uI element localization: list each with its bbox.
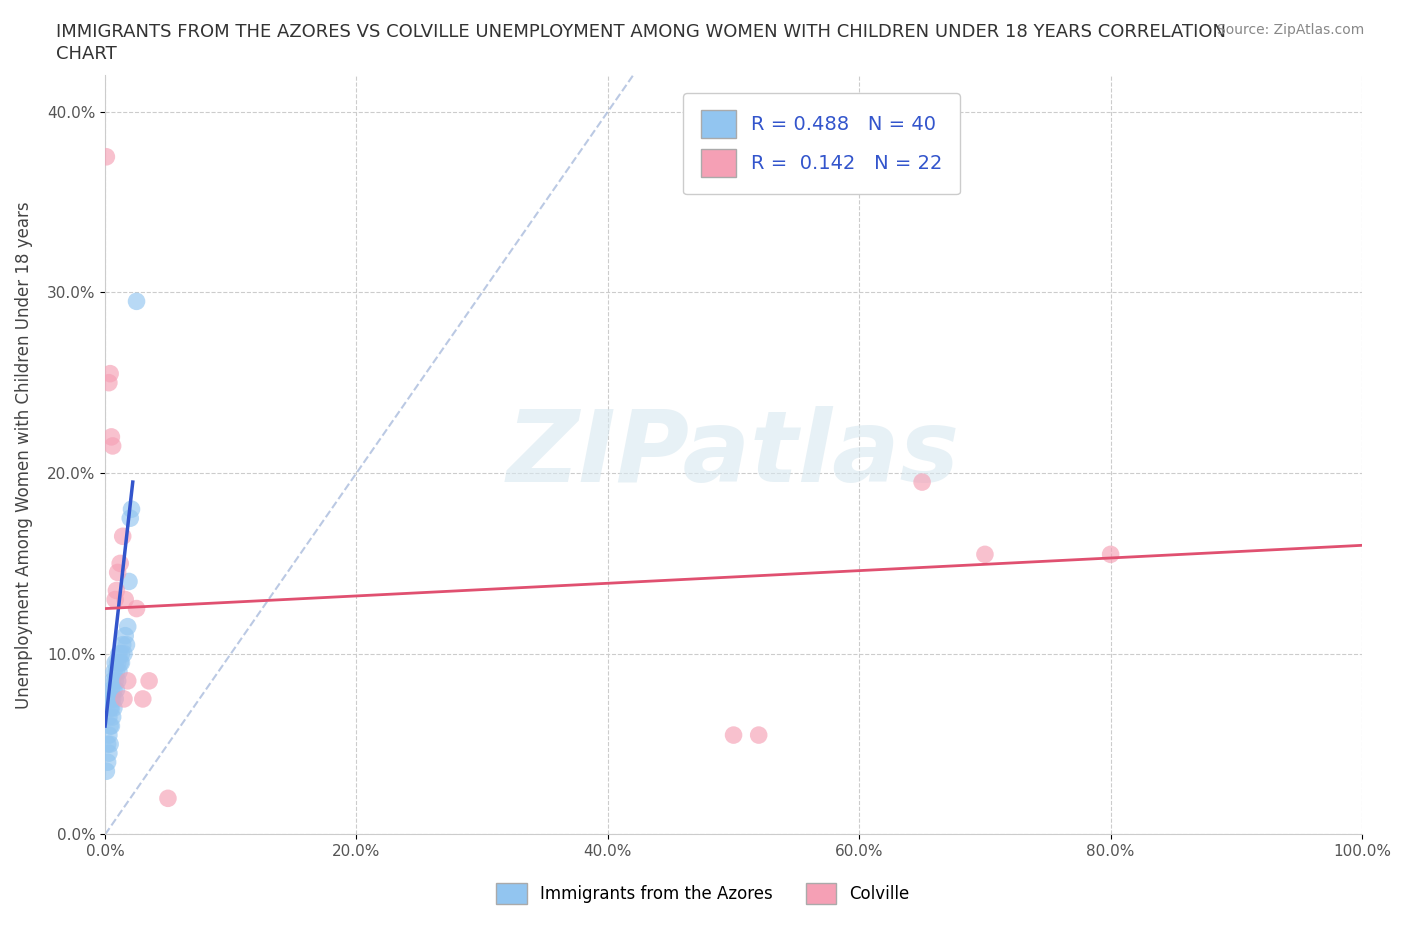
Point xyxy=(104,692,127,707)
Point xyxy=(156,790,179,805)
Text: IMMIGRANTS FROM THE AZORES VS COLVILLE UNEMPLOYMENT AMONG WOMEN WITH CHILDREN UN: IMMIGRANTS FROM THE AZORES VS COLVILLE U… xyxy=(56,23,1226,41)
Point xyxy=(100,719,122,734)
Point xyxy=(114,592,136,607)
Text: Source: ZipAtlas.com: Source: ZipAtlas.com xyxy=(1216,23,1364,37)
Point xyxy=(97,737,120,751)
Point xyxy=(111,529,134,544)
Point xyxy=(112,646,135,661)
Point xyxy=(107,673,129,688)
Point xyxy=(101,438,124,453)
Text: ZIPatlas: ZIPatlas xyxy=(508,406,960,503)
Point xyxy=(97,746,120,761)
Point xyxy=(108,664,131,679)
Point xyxy=(118,574,141,589)
Point xyxy=(96,150,118,165)
Point xyxy=(108,656,131,671)
Point xyxy=(104,673,127,688)
Point xyxy=(103,664,125,679)
Point xyxy=(121,502,143,517)
Legend: Immigrants from the Azores, Colville: Immigrants from the Azores, Colville xyxy=(484,870,922,917)
Point xyxy=(723,727,745,742)
Point xyxy=(125,294,148,309)
Point xyxy=(117,673,139,688)
Point xyxy=(98,737,121,751)
Point xyxy=(107,656,129,671)
Point xyxy=(100,683,122,698)
Point xyxy=(111,637,134,652)
Point xyxy=(108,556,131,571)
Point xyxy=(97,710,120,724)
Point xyxy=(911,474,934,489)
Text: CHART: CHART xyxy=(56,45,117,62)
Point xyxy=(107,565,129,580)
Point xyxy=(101,673,124,688)
Point xyxy=(104,656,127,671)
Point xyxy=(98,366,121,381)
Y-axis label: Unemployment Among Women with Children Under 18 years: Unemployment Among Women with Children U… xyxy=(15,201,32,709)
Point xyxy=(105,664,128,679)
Point xyxy=(96,764,118,778)
Point xyxy=(115,637,138,652)
Point xyxy=(120,511,142,525)
Point xyxy=(114,629,136,644)
Point xyxy=(125,601,148,616)
Point xyxy=(132,692,155,707)
Point xyxy=(97,727,120,742)
Point xyxy=(97,375,120,390)
Point xyxy=(100,430,122,445)
Legend: R = 0.488   N = 40, R =  0.142   N = 22: R = 0.488 N = 40, R = 0.142 N = 22 xyxy=(683,93,960,194)
Point xyxy=(97,755,120,770)
Point xyxy=(98,700,121,715)
Point xyxy=(974,547,997,562)
Point xyxy=(117,619,139,634)
Point xyxy=(103,683,125,698)
Point xyxy=(105,683,128,698)
Point xyxy=(105,583,128,598)
Point xyxy=(110,646,132,661)
Point xyxy=(108,646,131,661)
Point xyxy=(101,692,124,707)
Point xyxy=(100,692,122,707)
Point xyxy=(110,656,132,671)
Point xyxy=(104,592,127,607)
Point xyxy=(101,710,124,724)
Point xyxy=(98,719,121,734)
Point xyxy=(138,673,160,688)
Point xyxy=(748,727,770,742)
Point xyxy=(100,700,122,715)
Point xyxy=(103,700,125,715)
Point xyxy=(1099,547,1122,562)
Point xyxy=(112,692,135,707)
